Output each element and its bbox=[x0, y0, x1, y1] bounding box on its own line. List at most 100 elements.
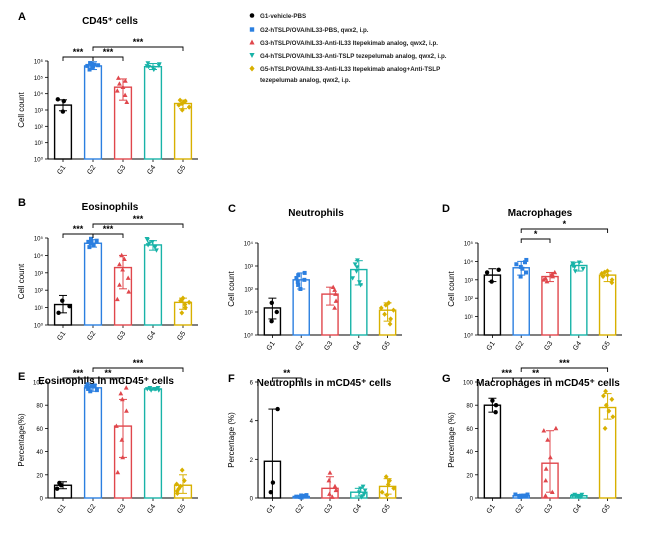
data-point bbox=[572, 269, 578, 274]
data-point bbox=[149, 240, 155, 245]
panel-title: Eosinophils bbox=[82, 202, 139, 213]
data-point bbox=[605, 272, 610, 278]
data-point bbox=[299, 493, 304, 498]
data-point bbox=[89, 384, 94, 389]
data-point bbox=[360, 484, 366, 489]
data-point bbox=[117, 261, 122, 267]
bar-g3 bbox=[541, 275, 559, 336]
y-tick-label: 10² bbox=[464, 297, 473, 303]
data-point bbox=[186, 104, 192, 110]
y-tick-label: 80 bbox=[466, 404, 473, 410]
x-tick-label: G4 bbox=[146, 503, 157, 515]
x-tick-label: G5 bbox=[601, 340, 612, 352]
data-point bbox=[56, 310, 61, 316]
data-point bbox=[514, 262, 519, 267]
data-point bbox=[274, 309, 279, 315]
x-tick-label: G5 bbox=[176, 503, 187, 515]
x-tick-label: G1 bbox=[56, 503, 67, 515]
data-point bbox=[356, 490, 362, 495]
bar-g4 bbox=[570, 264, 588, 336]
data-point bbox=[119, 396, 125, 402]
panel-title: Neutrophils in mCD45⁺ cells bbox=[257, 378, 392, 389]
data-point bbox=[572, 493, 578, 499]
data-point bbox=[493, 409, 498, 415]
y-tick-label: 10³ bbox=[34, 109, 43, 115]
x-tick-label: G1 bbox=[266, 340, 277, 352]
data-point bbox=[354, 265, 360, 270]
panel-c: C Neutrophils 10⁰ 10¹ 10² 10³ 10⁴ Cell count G1 G… bbox=[227, 203, 402, 352]
data-point bbox=[543, 275, 548, 281]
data-point bbox=[152, 387, 158, 392]
data-point bbox=[120, 267, 126, 272]
y-axis-label: Cell count bbox=[17, 263, 26, 299]
data-point bbox=[545, 437, 551, 442]
y-tick-label: 10³ bbox=[34, 271, 43, 277]
bar-g4 bbox=[143, 388, 163, 499]
y-tick-label: 10⁴ bbox=[464, 259, 474, 266]
data-point bbox=[553, 425, 559, 431]
y-tick-label: 40 bbox=[466, 450, 473, 456]
y-tick-label: 60 bbox=[36, 427, 43, 433]
significance-bracket bbox=[92, 223, 184, 228]
data-point bbox=[174, 481, 180, 487]
data-point bbox=[609, 396, 615, 402]
panel-e: E Eosinophils in mCD45⁺ cells 0 20 40 60 80 100… bbox=[17, 358, 198, 515]
data-point bbox=[119, 437, 125, 442]
data-point bbox=[144, 64, 150, 69]
x-tick-label: G4 bbox=[352, 503, 363, 515]
data-point bbox=[85, 63, 90, 68]
y-tick-label: 10² bbox=[244, 288, 253, 294]
data-point bbox=[145, 61, 151, 66]
y-tick-label: 100 bbox=[33, 381, 44, 387]
data-point bbox=[113, 423, 119, 428]
data-point bbox=[496, 267, 501, 272]
data-point bbox=[269, 300, 274, 306]
y-tick-label: 10² bbox=[34, 289, 43, 295]
significance-label: *** bbox=[103, 47, 114, 57]
legend-marker bbox=[249, 13, 255, 18]
data-point bbox=[358, 486, 363, 491]
data-point bbox=[295, 280, 300, 285]
data-point bbox=[352, 262, 358, 267]
data-point bbox=[147, 386, 153, 391]
y-tick-label: 10³ bbox=[464, 278, 473, 284]
data-point bbox=[91, 64, 96, 69]
data-point bbox=[156, 388, 162, 393]
data-point bbox=[522, 260, 527, 265]
y-tick-label: 10⁴ bbox=[34, 91, 44, 98]
y-tick-label: 10³ bbox=[244, 265, 253, 271]
data-point bbox=[329, 494, 335, 499]
data-point bbox=[355, 258, 360, 263]
data-point bbox=[269, 318, 274, 324]
data-point bbox=[601, 393, 606, 399]
panel-letter: F bbox=[228, 373, 235, 385]
data-point bbox=[119, 252, 125, 258]
data-point bbox=[176, 102, 182, 108]
data-point bbox=[294, 276, 299, 281]
data-point bbox=[387, 478, 392, 484]
data-point bbox=[602, 425, 608, 431]
data-point bbox=[543, 478, 549, 483]
data-point bbox=[92, 62, 97, 67]
y-tick-label: 100 bbox=[463, 381, 474, 387]
panel-letter: D bbox=[442, 203, 450, 215]
data-point bbox=[177, 483, 183, 489]
x-tick-label: G3 bbox=[323, 340, 334, 352]
data-point bbox=[88, 61, 93, 66]
data-point bbox=[270, 480, 276, 485]
x-tick-label: G4 bbox=[572, 340, 583, 352]
data-point bbox=[123, 385, 129, 390]
legend-entry: G1-vehicle-PBS bbox=[260, 13, 306, 20]
y-axis-label: Cell count bbox=[227, 270, 236, 306]
data-point bbox=[298, 287, 303, 291]
y-tick-label: 10⁶ bbox=[34, 59, 44, 66]
data-point bbox=[387, 321, 393, 327]
y-tick-label: 0 bbox=[470, 497, 474, 503]
data-point bbox=[152, 245, 158, 250]
significance-bracket bbox=[92, 233, 124, 238]
significance-label: *** bbox=[103, 224, 114, 234]
legend: G1-vehicle-PBS G2-hTSLP/OVA/hIL33-PBS, qw… bbox=[249, 13, 447, 84]
significance-bracket bbox=[62, 233, 94, 238]
significance-bracket bbox=[62, 56, 94, 61]
